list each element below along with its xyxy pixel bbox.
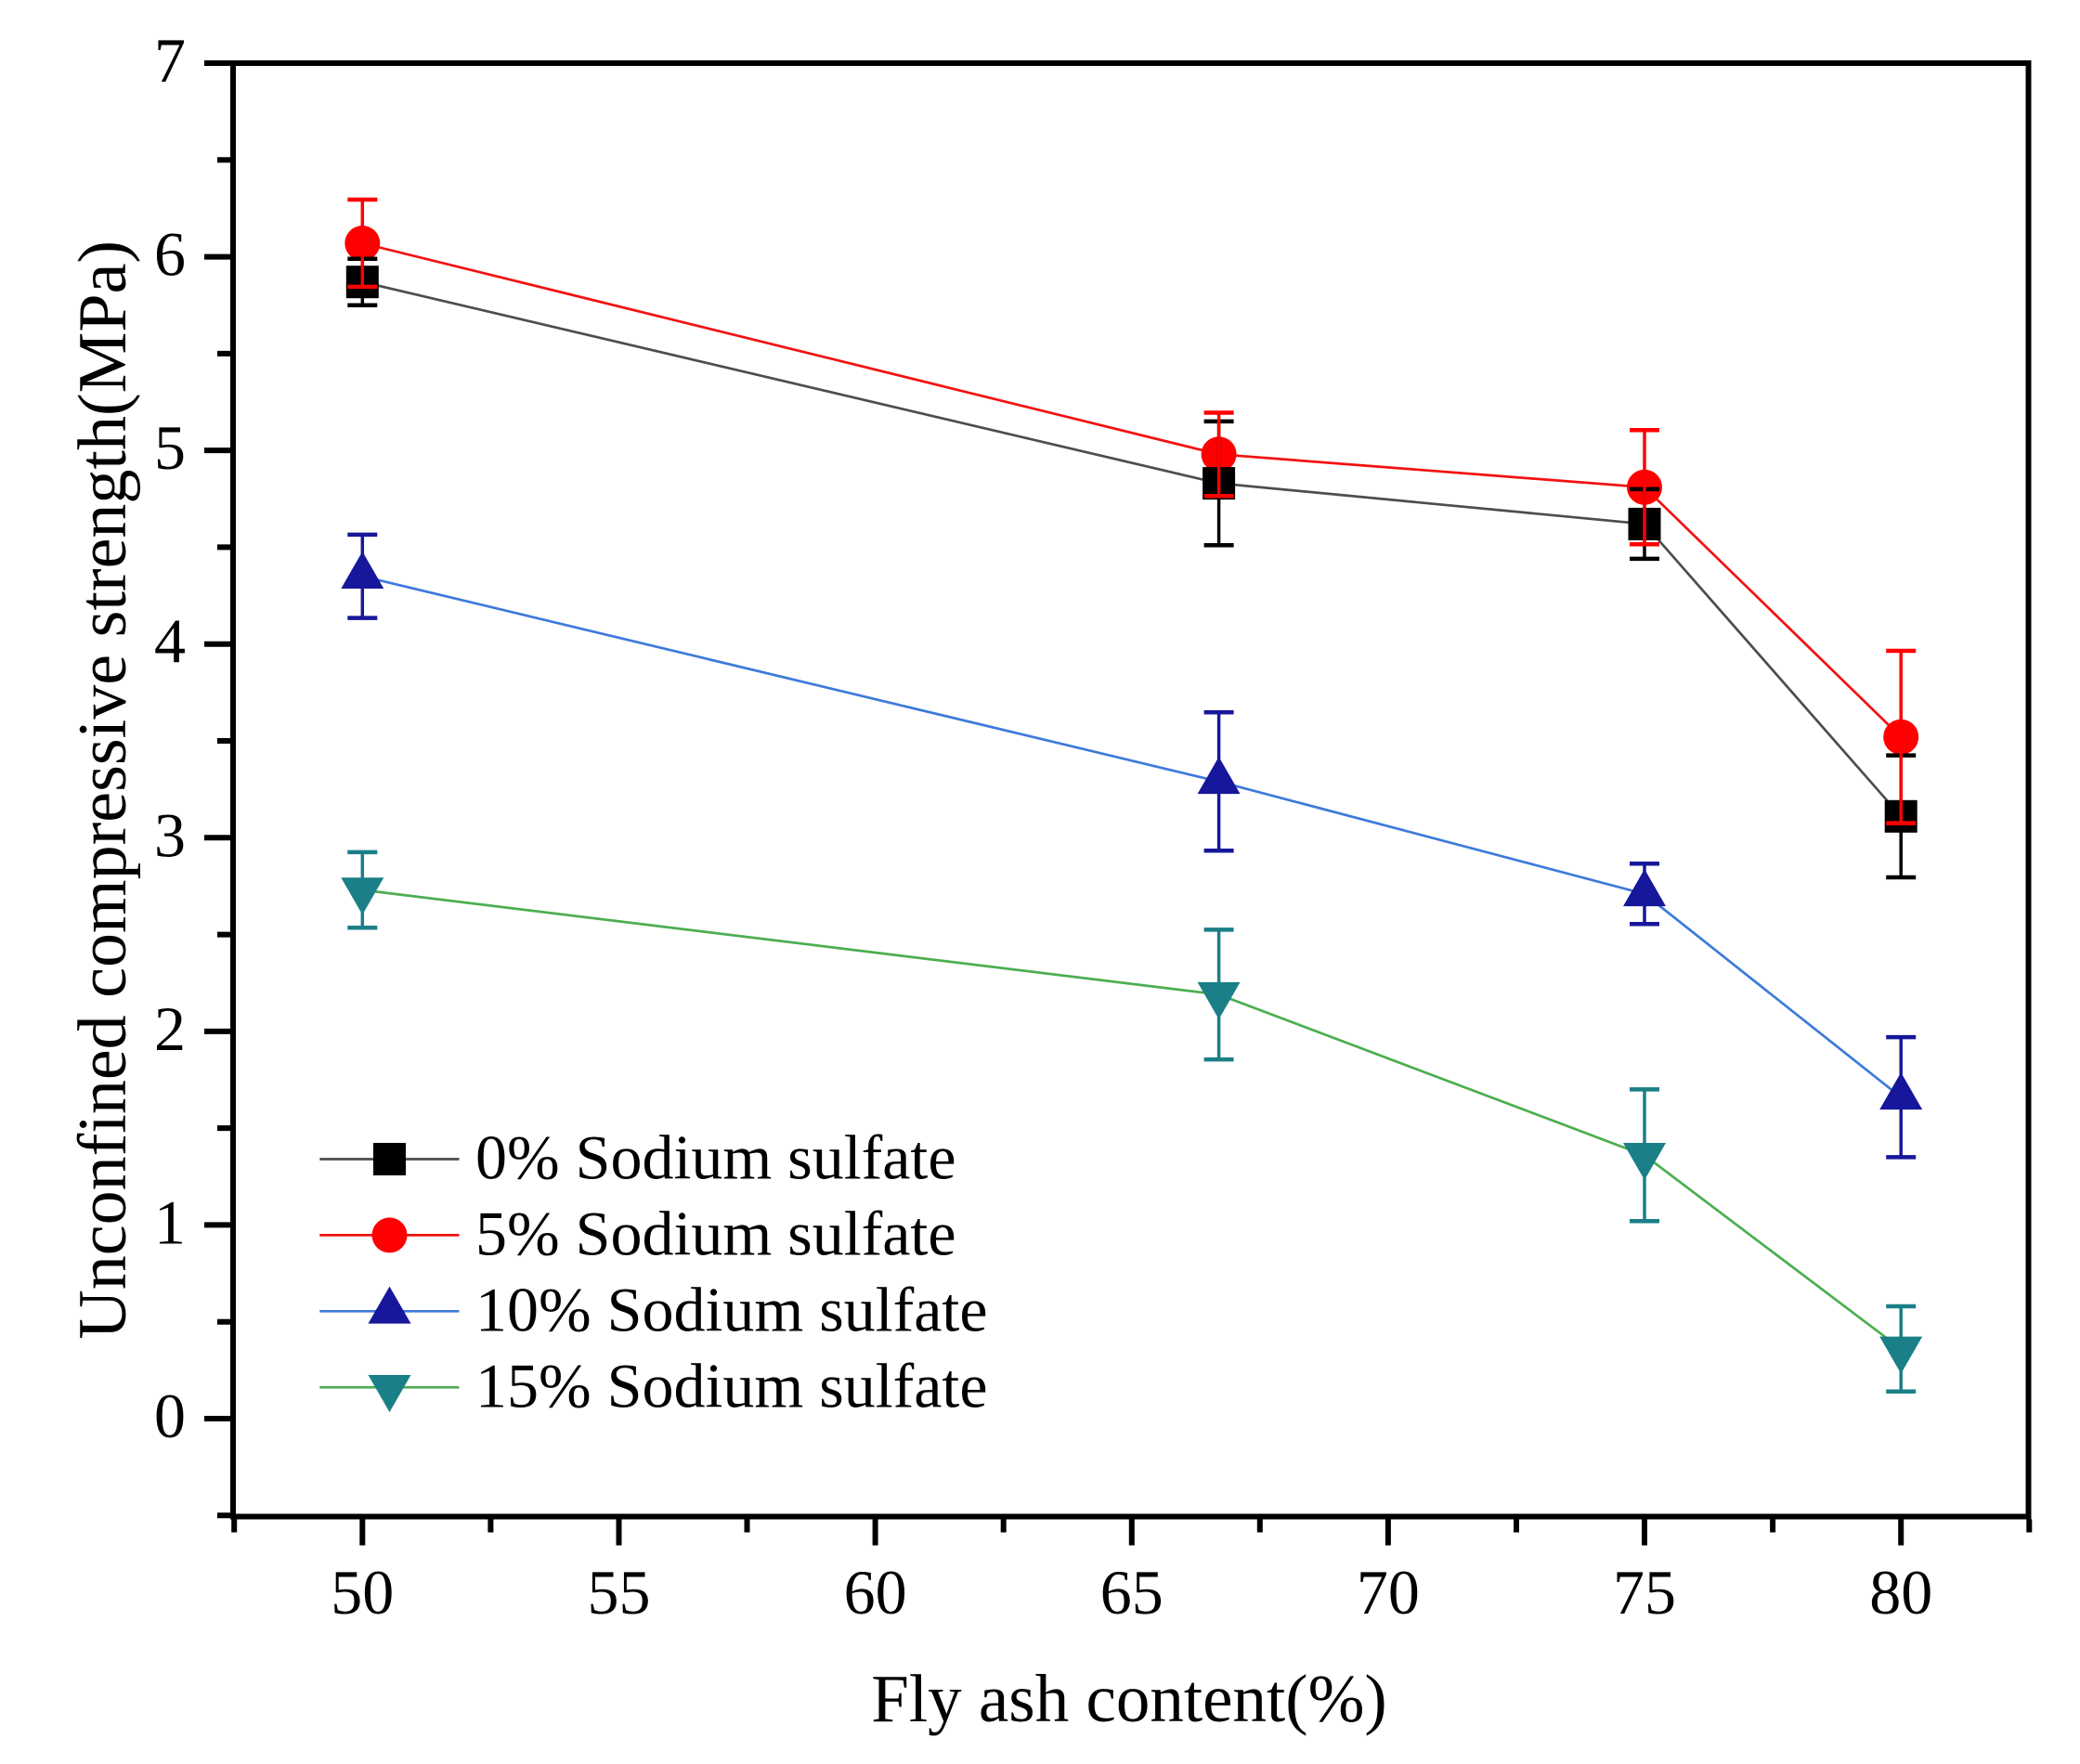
svg-text:6: 6: [154, 219, 186, 290]
svg-text:Unconfined compressive strengt: Unconfined compressive strength(MPa): [65, 240, 141, 1340]
svg-text:60: 60: [844, 1557, 907, 1628]
svg-text:7: 7: [154, 25, 186, 96]
svg-text:5: 5: [154, 412, 186, 483]
svg-text:65: 65: [1100, 1557, 1164, 1628]
svg-text:0% Sodium sulfate: 0% Sodium sulfate: [475, 1122, 956, 1193]
svg-text:1: 1: [154, 1187, 186, 1257]
svg-text:0: 0: [154, 1381, 186, 1451]
svg-text:2: 2: [154, 993, 186, 1064]
svg-text:Fly ash content(%): Fly ash content(%): [871, 1661, 1386, 1736]
svg-text:70: 70: [1357, 1557, 1420, 1628]
svg-text:3: 3: [154, 799, 186, 870]
svg-text:55: 55: [588, 1557, 651, 1628]
svg-text:5% Sodium sulfate: 5% Sodium sulfate: [475, 1198, 956, 1268]
svg-text:80: 80: [1869, 1557, 1932, 1628]
svg-text:10% Sodium sulfate: 10% Sodium sulfate: [475, 1274, 988, 1344]
svg-text:75: 75: [1613, 1557, 1676, 1628]
svg-text:50: 50: [331, 1557, 394, 1628]
svg-text:4: 4: [154, 606, 186, 677]
svg-text:15% Sodium sulfate: 15% Sodium sulfate: [475, 1350, 988, 1420]
